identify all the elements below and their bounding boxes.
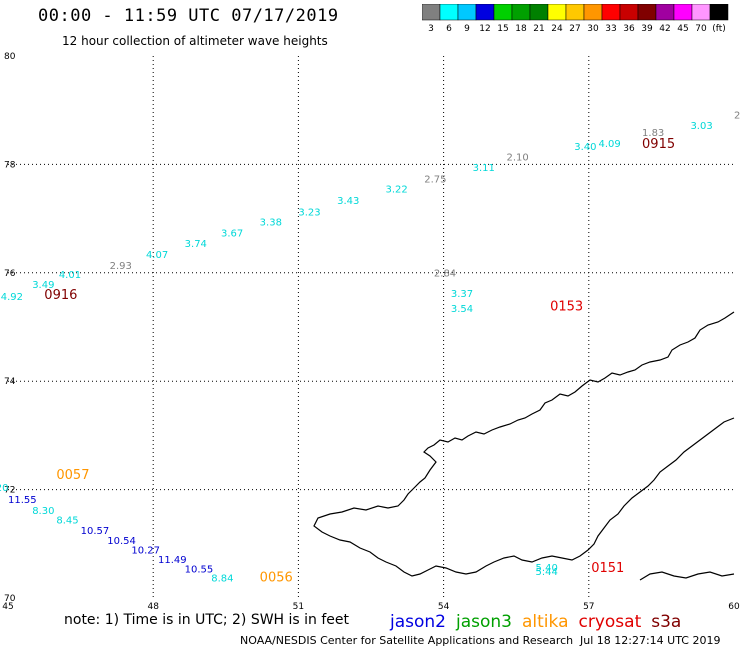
y-tick-label: 72 — [4, 486, 15, 496]
novaya-zemlya-coast — [313, 311, 735, 577]
swh-label: 8.84 — [211, 574, 233, 585]
x-tick-label: 57 — [583, 602, 594, 610]
time-label: 0057 — [56, 468, 89, 483]
y-tick-label: 74 — [4, 377, 16, 387]
x-tick-label: 54 — [438, 602, 450, 610]
x-tick-label: 45 — [2, 602, 13, 610]
swh-label: 10.27 — [131, 546, 160, 557]
satellite-jason3: jason3 — [456, 612, 512, 632]
swh-label: 10.57 — [81, 526, 110, 537]
swh-label: 3.74 — [185, 239, 207, 250]
time-label: 0916 — [44, 288, 77, 303]
page-subtitle: 12 hour collection of altimeter wave hei… — [62, 34, 328, 48]
colorbar-swatch — [709, 4, 729, 21]
swh-label: 10.54 — [107, 536, 136, 547]
mainland-coast — [639, 571, 735, 581]
swh-label: 8.45 — [56, 516, 78, 527]
colorbar-label: 18 — [515, 24, 527, 34]
time-labels: 0915091609170153005700560151 — [44, 137, 675, 586]
swh-label: 3.03 — [690, 121, 712, 132]
colorbar-label: 27 — [569, 24, 580, 34]
wave-height-labels: 2.6 3.03 1.83 3.404.09 2.10 3.11 2.75 3.22 3.43 3… — [0, 110, 740, 584]
colorbar-label: 24 — [551, 24, 563, 34]
y-tick-label: 76 — [4, 269, 16, 279]
map-plot: 45 48 51 54 57 60 80 78 76 74 72 70 2.6 3.03 1.83 3.40… — [0, 52, 740, 610]
colorbar-label: 21 — [533, 24, 544, 34]
colorbar-legend: 3 6 9 12 15 18 21 24 27 30 33 36 39 42 45 70 (ft) — [422, 4, 729, 34]
colorbar-label: 33 — [605, 24, 616, 34]
swh-label: 4.92 — [1, 292, 23, 303]
note-text: note: 1) Time is in UTC; 2) SWH is in fe… — [64, 612, 350, 628]
colorbar-label: 9 — [464, 24, 470, 34]
swh-label: 2.75 — [424, 174, 446, 185]
swh-label: 10.55 — [185, 565, 214, 576]
x-tick-label: 51 — [293, 602, 304, 610]
swh-label: 8.30 — [32, 506, 54, 517]
swh-label: 3.22 — [386, 185, 408, 196]
time-label: 0151 — [591, 561, 624, 576]
swh-label: 2.6 — [734, 110, 740, 121]
y-tick-label: 80 — [4, 52, 16, 62]
swh-label: 3.67 — [221, 228, 243, 239]
swh-label: 11.49 — [158, 555, 187, 566]
footer-credit: NOAA/NESDIS Center for Satellite Applica… — [240, 634, 574, 647]
satellite-legend: jason2 jason3 altika cryosat s3a — [390, 612, 691, 632]
swh-label: 4.09 — [598, 139, 620, 150]
colorbar-label: (ft) — [712, 24, 726, 34]
swh-label: 1.83 — [642, 128, 664, 139]
lat-lon-grid — [8, 56, 734, 598]
footer-timestamp: Jul 18 12:27:14 UTC 2019 — [580, 634, 721, 647]
swh-label: 5.44 — [536, 567, 558, 578]
colorbar-label: 12 — [479, 24, 490, 34]
coastline — [313, 311, 735, 581]
y-tick-label: 78 — [4, 160, 16, 170]
swh-label: 2.10 — [507, 153, 529, 164]
y-tick-label: 70 — [4, 594, 16, 604]
swh-label: 11.55 — [8, 495, 37, 506]
colorbar-label: 3 — [428, 24, 434, 34]
swh-label: 3.40 — [574, 142, 596, 153]
colorbar-label: 30 — [587, 24, 599, 34]
colorbar-label: 39 — [641, 24, 653, 34]
satellite-altika: altika — [522, 612, 569, 632]
axis-ticks: 45 48 51 54 57 60 80 78 76 74 72 70 — [2, 52, 740, 610]
time-label: 0056 — [260, 571, 293, 586]
satellite-cryosat: cryosat — [578, 612, 642, 632]
colorbar-label: 70 — [695, 24, 707, 34]
page-title: 00:00 - 11:59 UTC 07/17/2019 — [38, 6, 339, 26]
swh-label: 3.37 — [451, 289, 473, 300]
time-label: 0153 — [550, 300, 583, 315]
x-tick-label: 48 — [147, 602, 159, 610]
colorbar-label: 6 — [446, 24, 452, 34]
swh-label: 2.93 — [110, 261, 132, 272]
swh-label: 2.84 — [434, 269, 456, 280]
swh-label: 4.07 — [146, 250, 168, 261]
swh-label: 4.01 — [59, 270, 81, 281]
swh-label: 3.49 — [32, 280, 54, 291]
swh-label: 3.43 — [337, 196, 359, 207]
swh-label: 3.23 — [298, 207, 320, 218]
swh-label: 3.54 — [451, 304, 473, 315]
satellite-s3a: s3a — [651, 612, 682, 632]
x-tick-label: 60 — [728, 602, 740, 610]
swh-label: 8.20 — [0, 483, 8, 494]
colorbar-label: 15 — [497, 24, 508, 34]
colorbar-label: 42 — [659, 24, 670, 34]
colorbar-label: 45 — [677, 24, 688, 34]
swh-label: 5.40 — [536, 563, 558, 574]
colorbar-label: 36 — [623, 24, 635, 34]
satellite-jason2: jason2 — [390, 612, 446, 632]
swh-label: 3.38 — [260, 218, 282, 229]
swh-label: 3.11 — [473, 163, 495, 174]
time-label: 0915 — [642, 137, 675, 152]
